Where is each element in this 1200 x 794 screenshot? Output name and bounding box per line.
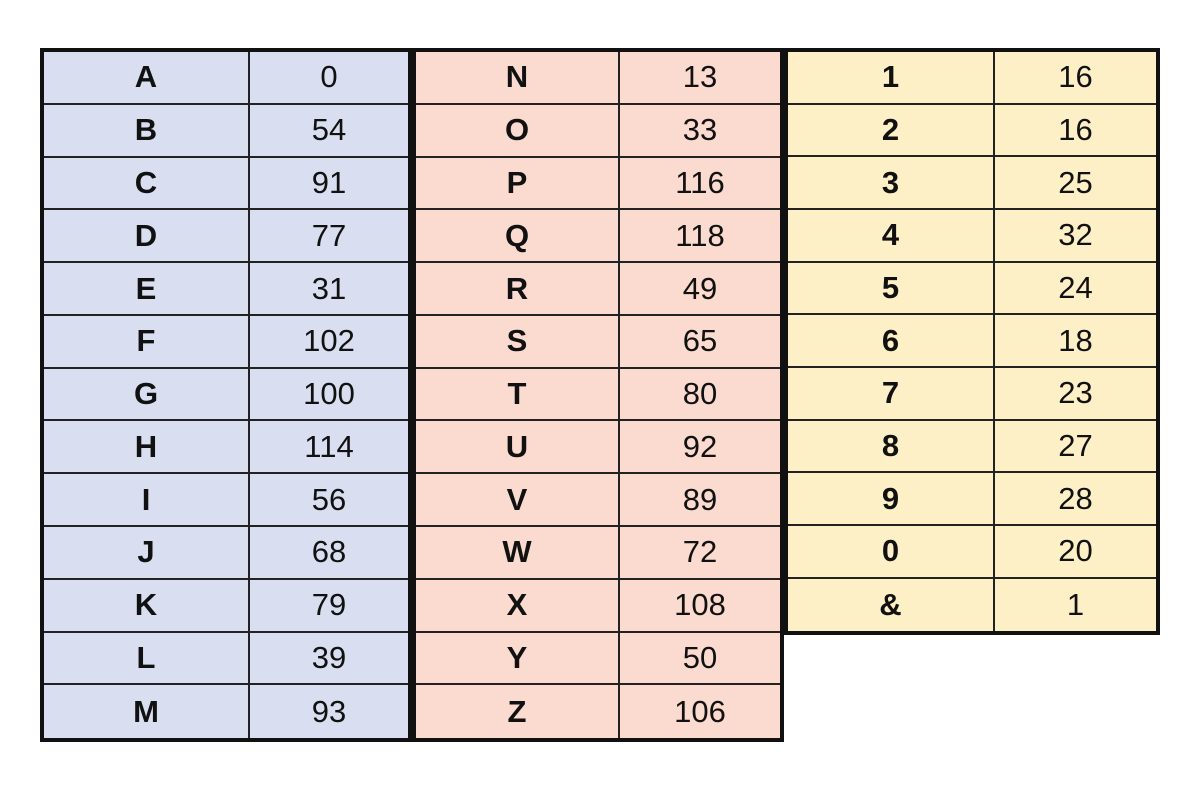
value-cell: 54	[250, 105, 408, 158]
key-cell: D	[44, 210, 250, 264]
value-cell: 93	[311, 693, 347, 729]
key-cell: J	[44, 527, 250, 580]
value-cell: 80	[620, 369, 780, 422]
key-cell: M	[44, 685, 250, 739]
value-cell: 16	[995, 52, 1156, 105]
value-cell: 50	[620, 633, 780, 686]
value-cell: 32	[995, 210, 1156, 263]
value-cell: 100	[250, 369, 408, 422]
value-cell: 27	[995, 421, 1156, 474]
value-cell: 65	[620, 316, 780, 369]
value-cell: 118	[620, 210, 780, 264]
value-cell: 31	[250, 263, 408, 316]
value-cell: 92	[620, 421, 780, 475]
key-cell: W	[416, 527, 620, 580]
key-cell: V	[416, 474, 620, 528]
key-cell: 9	[788, 473, 995, 527]
value-cell: 24	[995, 263, 1156, 316]
key-cell: 6	[788, 315, 995, 369]
key-cell: 2	[788, 104, 995, 158]
table: 1 16 2 16 3 25 4 32 5 24 6 18 7 23 8 27 9 28 0 20 & 1	[784, 48, 1160, 636]
value-cell: 13	[620, 52, 780, 105]
value-cell: 56	[250, 474, 408, 528]
table: N 13 O 33 P 116 Q 118 R 49 S 65 T 80 U 92 V 89 W 72 X 108 Y 50 Z…	[412, 48, 784, 743]
value-cell: 20	[995, 526, 1156, 579]
key-cell: C	[44, 157, 250, 211]
value-cell: 68	[250, 527, 408, 580]
key-cell: P	[416, 157, 620, 211]
key-cell: Y	[416, 632, 620, 686]
value-cell: 25	[995, 157, 1156, 211]
key-cell: N	[416, 52, 620, 105]
key-cell: 1	[788, 52, 995, 105]
value-cell: 39	[250, 633, 408, 686]
key-cell: K	[44, 579, 250, 633]
key-cell: 8	[788, 420, 995, 474]
key-cell: 7	[788, 368, 995, 421]
value-cell: 91	[250, 158, 408, 211]
key-cell: A	[44, 52, 250, 105]
key-cell: U	[416, 421, 620, 475]
key-cell: G	[44, 368, 250, 422]
key-cell: Q	[416, 210, 620, 264]
value-cell: 49	[620, 263, 780, 316]
value-cell: 28	[995, 473, 1156, 527]
value-cell: 72	[620, 527, 780, 580]
key-cell: I	[44, 474, 250, 528]
key-cell: F	[44, 315, 250, 369]
value-cell: 16	[995, 105, 1156, 158]
key-cell: O	[416, 104, 620, 158]
value-cell: 77	[250, 210, 408, 264]
value-cell: 114	[250, 421, 408, 475]
value-cell: 79	[250, 580, 408, 633]
key-cell: &	[788, 578, 995, 632]
key-cell: H	[44, 421, 250, 475]
key-cell: B	[44, 104, 250, 158]
key-cell: 4	[788, 210, 995, 263]
value-cell: 33	[620, 105, 780, 158]
value-cell: 102	[250, 316, 408, 369]
value-cell: 23	[995, 368, 1156, 421]
key-cell: Z	[416, 685, 620, 739]
value-cell: 1	[1066, 587, 1085, 623]
value-cell: 116	[620, 158, 780, 211]
value-cell: 18	[995, 315, 1156, 369]
key-cell: L	[44, 632, 250, 686]
key-cell: T	[416, 368, 620, 422]
value-cell: 89	[620, 474, 780, 528]
value-cell: 0	[250, 52, 408, 105]
key-cell: 3	[788, 157, 995, 211]
key-cell: E	[44, 263, 250, 316]
key-cell: 5	[788, 262, 995, 316]
table: A 0 B 54 C 91 D 77 E 31 F 102 G 100 H 114 I 56 J 68 K 79 L 39 M 9…	[40, 48, 412, 743]
key-cell: X	[416, 579, 620, 633]
value-cell: 106	[674, 693, 726, 729]
key-cell: 0	[788, 526, 995, 579]
key-cell: R	[416, 263, 620, 316]
value-cell: 108	[620, 580, 780, 633]
key-cell: S	[416, 315, 620, 369]
